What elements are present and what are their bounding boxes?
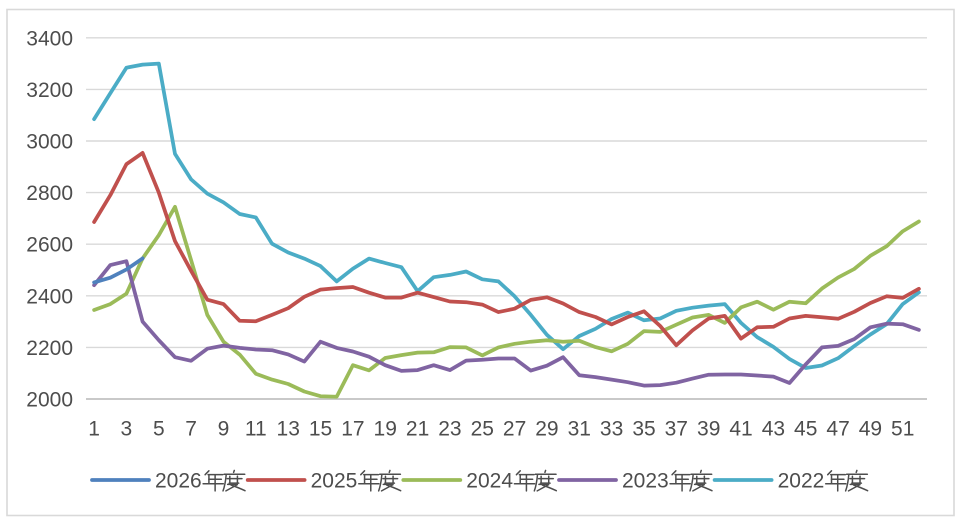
svg-text:2800: 2800 [26, 182, 73, 205]
svg-text:25: 25 [471, 418, 494, 441]
svg-text:13: 13 [277, 418, 300, 441]
svg-text:2022: 2022 [778, 470, 825, 493]
svg-text:2600: 2600 [26, 234, 73, 257]
svg-text:3: 3 [121, 418, 133, 441]
svg-text:2025: 2025 [311, 470, 358, 493]
svg-text:7: 7 [185, 418, 197, 441]
svg-text:37: 37 [665, 418, 688, 441]
svg-text:9: 9 [218, 418, 230, 441]
svg-text:31: 31 [568, 418, 591, 441]
svg-text:2200: 2200 [26, 337, 73, 360]
svg-text:19: 19 [374, 418, 397, 441]
svg-text:2026: 2026 [155, 470, 202, 493]
svg-text:29: 29 [535, 418, 558, 441]
svg-text:43: 43 [762, 418, 785, 441]
svg-text:51: 51 [891, 418, 914, 441]
svg-text:2400: 2400 [26, 285, 73, 308]
svg-text:2024: 2024 [466, 470, 513, 493]
svg-text:3400: 3400 [26, 27, 73, 50]
svg-text:35: 35 [632, 418, 655, 441]
svg-text:1: 1 [88, 418, 100, 441]
svg-text:17: 17 [341, 418, 364, 441]
svg-text:3200: 3200 [26, 79, 73, 102]
svg-text:23: 23 [438, 418, 461, 441]
svg-text:21: 21 [406, 418, 429, 441]
svg-text:41: 41 [729, 418, 752, 441]
svg-text:45: 45 [794, 418, 817, 441]
svg-text:47: 47 [826, 418, 849, 441]
svg-text:15: 15 [309, 418, 332, 441]
svg-text:2023: 2023 [622, 470, 669, 493]
svg-text:2000: 2000 [26, 389, 73, 412]
svg-text:33: 33 [600, 418, 623, 441]
svg-text:5: 5 [153, 418, 165, 441]
svg-text:27: 27 [503, 418, 526, 441]
svg-text:49: 49 [859, 418, 882, 441]
svg-text:39: 39 [697, 418, 720, 441]
svg-text:3000: 3000 [26, 131, 73, 154]
svg-text:11: 11 [245, 418, 267, 441]
